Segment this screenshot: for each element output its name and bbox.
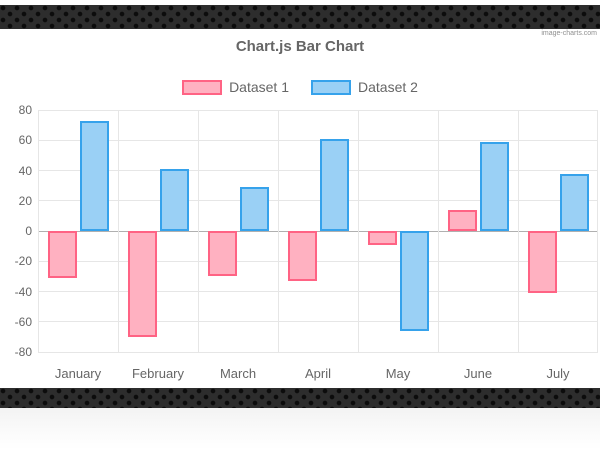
bar-dataset-2-march [239, 187, 269, 231]
x-axis-category-label: April [304, 366, 331, 381]
y-axis-tick-label: 20 [18, 193, 32, 208]
bar-dataset-1-july [527, 231, 557, 293]
x-axis-category-label: February [131, 366, 185, 381]
gridline-vertical [438, 110, 439, 352]
gridline-vertical [518, 110, 519, 352]
top-decorative-band [0, 5, 600, 29]
gridline-vertical [198, 110, 199, 352]
gridline-vertical [358, 110, 359, 352]
gridline-horizontal [38, 291, 598, 292]
y-axis-tick-label: -20 [14, 254, 32, 269]
legend-label: Dataset 2 [358, 79, 418, 95]
x-axis-category-label: June [463, 366, 493, 381]
legend-item-dataset-2: Dataset 2 [311, 79, 418, 95]
bar-dataset-1-april [287, 231, 317, 281]
bar-dataset-2-may [399, 231, 429, 331]
legend-item-dataset-1: Dataset 1 [182, 79, 289, 95]
gridline-horizontal [38, 321, 598, 323]
bar-dataset-1-may [367, 231, 397, 245]
gridline-vertical [38, 110, 39, 352]
zero-line [38, 230, 598, 232]
y-axis-tick-label: 0 [25, 224, 32, 238]
bar-dataset-1-february [127, 231, 157, 337]
bar-dataset-1-january [47, 231, 77, 278]
gridline-horizontal [38, 351, 598, 353]
footer-background [0, 408, 600, 450]
bar-dataset-2-april [319, 138, 349, 231]
y-axis-tick-label: -40 [14, 284, 32, 299]
y-axis-tick-label: -80 [14, 345, 32, 359]
gridline-horizontal [38, 260, 598, 262]
bar-dataset-1-june [447, 209, 477, 231]
gridline-horizontal [38, 200, 598, 202]
gridline-vertical [597, 110, 598, 352]
watermark-text: image-charts.com [541, 30, 597, 37]
bottom-decorative-band [0, 388, 600, 408]
gridline-horizontal [38, 139, 598, 141]
gridline-horizontal [38, 109, 598, 111]
legend-label: Dataset 1 [229, 79, 289, 95]
gridline-horizontal [38, 170, 598, 171]
bar-dataset-2-february [159, 168, 189, 231]
x-axis-category-label: July [546, 366, 570, 381]
y-axis-tick-label: 60 [18, 133, 32, 148]
legend-swatch [182, 79, 223, 95]
x-axis-category-label: May [385, 366, 411, 381]
y-axis-tick-label: 40 [18, 163, 32, 178]
legend: Dataset 1 Dataset 2 [0, 79, 600, 95]
legend-swatch [311, 79, 351, 95]
bar-dataset-2-july [559, 173, 589, 231]
plot-area [38, 109, 598, 353]
x-axis-category-label: March [219, 366, 257, 381]
bar-dataset-2-january [79, 120, 109, 231]
chart-title: Chart.js Bar Chart [235, 38, 365, 55]
bar-dataset-2-june [479, 141, 509, 231]
y-axis-tick-label: 80 [18, 103, 32, 117]
bar-dataset-1-march [207, 231, 237, 277]
gridline-vertical [118, 110, 119, 352]
gridline-vertical [278, 110, 279, 352]
x-axis-category-label: January [54, 366, 102, 381]
y-axis-tick-label: -60 [14, 314, 32, 329]
